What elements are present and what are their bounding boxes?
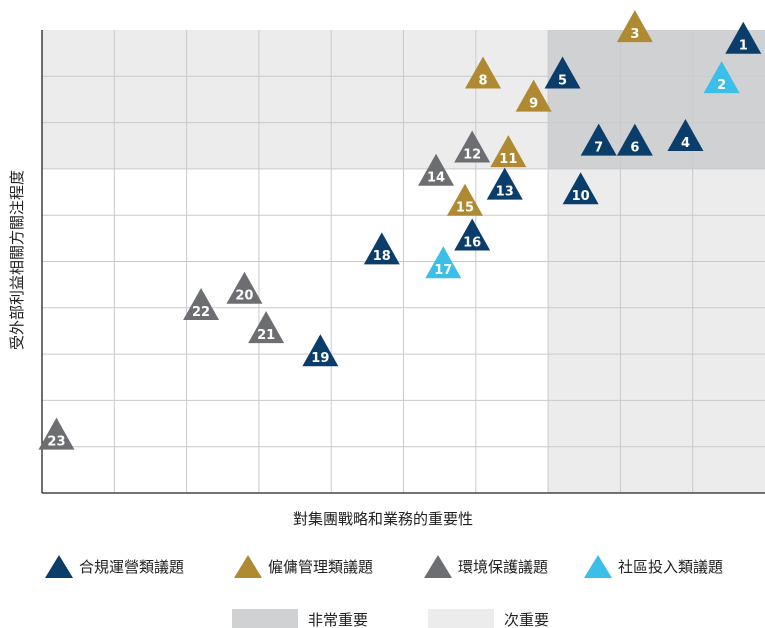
point-8: 8 <box>465 56 502 89</box>
point-marker <box>465 56 502 89</box>
point-marker <box>486 167 523 200</box>
point-10: 10 <box>562 172 599 205</box>
point-17: 17 <box>425 246 462 279</box>
point-marker <box>183 287 220 320</box>
legend-item-environment: 環境保護議題 <box>424 555 548 578</box>
point-14: 14 <box>418 153 455 186</box>
point-label: 19 <box>311 351 329 366</box>
point-marker <box>226 271 263 304</box>
legend-label: 合規運營類議題 <box>79 558 184 576</box>
point-marker <box>562 172 599 205</box>
point-18: 18 <box>363 232 400 265</box>
point-label: 12 <box>463 147 481 162</box>
point-marker <box>454 130 491 163</box>
legend-marker <box>584 555 612 578</box>
zone-legend-label: 非常重要 <box>308 611 368 628</box>
point-label: 11 <box>499 152 517 167</box>
zone-legend-item-1: 次重要 <box>428 609 549 628</box>
point-label: 17 <box>434 263 452 278</box>
zone-0 <box>548 168 765 493</box>
point-marker <box>703 61 740 94</box>
point-label: 10 <box>572 189 590 204</box>
zone-legend-label: 次重要 <box>504 611 549 628</box>
legend-item-compliance: 合規運營類議題 <box>45 555 184 578</box>
point-marker <box>425 246 462 279</box>
point-23: 23 <box>38 417 75 450</box>
legend-marker <box>234 555 262 578</box>
point-label: 7 <box>594 140 603 155</box>
point-3: 3 <box>616 10 653 43</box>
point-19: 19 <box>302 334 339 367</box>
zone-legend-swatch <box>232 609 298 628</box>
point-marker <box>580 123 617 156</box>
point-11: 11 <box>490 135 527 168</box>
legend-item-community: 社區投入類議題 <box>584 555 723 578</box>
point-label: 13 <box>496 184 514 199</box>
point-13: 13 <box>486 167 523 200</box>
point-label: 2 <box>717 78 726 93</box>
point-marker <box>490 135 527 168</box>
point-12: 12 <box>454 130 491 163</box>
point-label: 1 <box>739 39 748 54</box>
point-label: 8 <box>479 73 488 88</box>
zone-legend: 非常重要 次重要 <box>232 609 549 628</box>
point-5: 5 <box>544 56 581 89</box>
point-marker <box>446 183 483 216</box>
point-marker <box>616 123 653 156</box>
point-marker <box>725 21 762 54</box>
point-marker <box>544 56 581 89</box>
point-label: 18 <box>373 249 391 264</box>
point-2: 2 <box>703 61 740 94</box>
point-21: 21 <box>248 311 285 344</box>
point-marker <box>515 79 552 112</box>
legend-marker <box>45 555 73 578</box>
legend-marker <box>424 555 452 578</box>
point-label: 14 <box>427 171 445 186</box>
point-marker <box>418 153 455 186</box>
point-16: 16 <box>454 218 491 251</box>
point-marker <box>248 311 285 344</box>
point-label: 16 <box>463 235 481 250</box>
legend-label: 僱傭管理類議題 <box>268 558 373 576</box>
chart-axes <box>41 30 765 494</box>
category-legend: 合規運營類議題 僱傭管理類議題 環境保護議題 社區投入類議題 <box>45 555 723 578</box>
point-label: 4 <box>681 136 690 151</box>
point-marker <box>667 118 704 151</box>
y-axis-label: 受外部利益相關方關注程度 <box>8 170 26 350</box>
point-4: 4 <box>667 118 704 151</box>
point-1: 1 <box>725 21 762 54</box>
point-marker <box>363 232 400 265</box>
point-9: 9 <box>515 79 552 112</box>
point-6: 6 <box>616 123 653 156</box>
zone-legend-item-0: 非常重要 <box>232 609 368 628</box>
point-22: 22 <box>183 287 220 320</box>
legend-label: 環境保護議題 <box>458 558 548 576</box>
point-label: 21 <box>257 328 275 343</box>
point-15: 15 <box>446 183 483 216</box>
point-20: 20 <box>226 271 263 304</box>
point-marker <box>616 10 653 43</box>
point-label: 23 <box>47 434 65 449</box>
chart-grid <box>42 30 765 493</box>
point-label: 5 <box>558 73 567 88</box>
point-label: 9 <box>529 96 538 111</box>
x-axis-label: 對集團戰略和業務的重要性 <box>293 510 473 528</box>
zone-legend-swatch <box>428 609 494 628</box>
point-label: 15 <box>456 201 474 216</box>
point-label: 6 <box>630 140 639 155</box>
point-label: 3 <box>630 27 639 42</box>
point-marker <box>302 334 339 367</box>
point-marker <box>38 417 75 450</box>
legend-item-employment: 僱傭管理類議題 <box>234 555 373 578</box>
point-7: 7 <box>580 123 617 156</box>
point-label: 20 <box>235 289 253 304</box>
point-marker <box>454 218 491 251</box>
point-label: 22 <box>192 305 210 320</box>
legend-label: 社區投入類議題 <box>618 558 723 576</box>
